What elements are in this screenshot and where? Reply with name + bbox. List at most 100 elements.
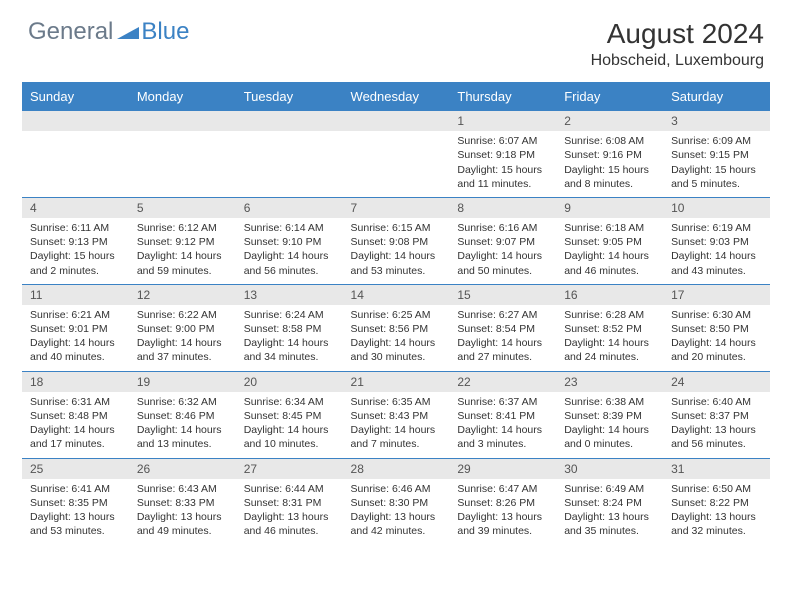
day-data-cell: Sunrise: 6:21 AMSunset: 9:01 PMDaylight:…: [22, 305, 129, 371]
weekday-header: Friday: [556, 83, 663, 111]
daylight-line: Daylight: 14 hours and 10 minutes.: [244, 423, 335, 451]
sunrise-line: Sunrise: 6:44 AM: [244, 482, 335, 496]
day-number-cell: 23: [556, 371, 663, 392]
day-data-cell: Sunrise: 6:25 AMSunset: 8:56 PMDaylight:…: [343, 305, 450, 371]
sunset-line: Sunset: 8:26 PM: [457, 496, 548, 510]
sunset-line: Sunset: 9:08 PM: [351, 235, 442, 249]
logo: General Blue: [28, 18, 189, 46]
logo-triangle-icon: [117, 23, 139, 44]
sunrise-line: Sunrise: 6:46 AM: [351, 482, 442, 496]
day-number-cell: 24: [663, 371, 770, 392]
sunrise-line: Sunrise: 6:34 AM: [244, 395, 335, 409]
day-number-cell: [343, 111, 450, 132]
daylight-line: Daylight: 14 hours and 43 minutes.: [671, 249, 762, 277]
daylight-line: Daylight: 14 hours and 59 minutes.: [137, 249, 228, 277]
sunset-line: Sunset: 9:12 PM: [137, 235, 228, 249]
day-number-row: 11121314151617: [22, 284, 770, 305]
sunrise-line: Sunrise: 6:40 AM: [671, 395, 762, 409]
sunrise-line: Sunrise: 6:09 AM: [671, 134, 762, 148]
sunset-line: Sunset: 8:41 PM: [457, 409, 548, 423]
day-data-cell: Sunrise: 6:07 AMSunset: 9:18 PMDaylight:…: [449, 131, 556, 197]
day-number-cell: 22: [449, 371, 556, 392]
sunset-line: Sunset: 9:01 PM: [30, 322, 121, 336]
day-data-cell: Sunrise: 6:46 AMSunset: 8:30 PMDaylight:…: [343, 479, 450, 545]
daylight-line: Daylight: 13 hours and 32 minutes.: [671, 510, 762, 538]
day-data-cell: Sunrise: 6:47 AMSunset: 8:26 PMDaylight:…: [449, 479, 556, 545]
sunset-line: Sunset: 8:52 PM: [564, 322, 655, 336]
day-data-cell: Sunrise: 6:08 AMSunset: 9:16 PMDaylight:…: [556, 131, 663, 197]
weekday-header: Saturday: [663, 83, 770, 111]
sunrise-line: Sunrise: 6:27 AM: [457, 308, 548, 322]
day-data-cell: Sunrise: 6:30 AMSunset: 8:50 PMDaylight:…: [663, 305, 770, 371]
weekday-header: Sunday: [22, 83, 129, 111]
daylight-line: Daylight: 14 hours and 56 minutes.: [244, 249, 335, 277]
day-number-cell: 20: [236, 371, 343, 392]
day-number-cell: 11: [22, 284, 129, 305]
day-data-cell: Sunrise: 6:11 AMSunset: 9:13 PMDaylight:…: [22, 218, 129, 284]
day-data-cell: Sunrise: 6:28 AMSunset: 8:52 PMDaylight:…: [556, 305, 663, 371]
day-number-row: 18192021222324: [22, 371, 770, 392]
day-number-cell: 8: [449, 197, 556, 218]
day-number-cell: 12: [129, 284, 236, 305]
weekday-header-row: Sunday Monday Tuesday Wednesday Thursday…: [22, 83, 770, 111]
weekday-header: Thursday: [449, 83, 556, 111]
day-number-row: 123: [22, 111, 770, 132]
daylight-line: Daylight: 13 hours and 42 minutes.: [351, 510, 442, 538]
day-data-cell: Sunrise: 6:49 AMSunset: 8:24 PMDaylight:…: [556, 479, 663, 545]
day-data-cell: [343, 131, 450, 197]
day-number-cell: 29: [449, 458, 556, 479]
header: General Blue August 2024 Hobscheid, Luxe…: [0, 0, 792, 76]
day-data-cell: Sunrise: 6:43 AMSunset: 8:33 PMDaylight:…: [129, 479, 236, 545]
daylight-line: Daylight: 14 hours and 40 minutes.: [30, 336, 121, 364]
day-number-cell: [129, 111, 236, 132]
sunrise-line: Sunrise: 6:12 AM: [137, 221, 228, 235]
day-data-cell: Sunrise: 6:38 AMSunset: 8:39 PMDaylight:…: [556, 392, 663, 458]
day-number-cell: 9: [556, 197, 663, 218]
daylight-line: Daylight: 13 hours and 39 minutes.: [457, 510, 548, 538]
daylight-line: Daylight: 14 hours and 24 minutes.: [564, 336, 655, 364]
sunrise-line: Sunrise: 6:18 AM: [564, 221, 655, 235]
daylight-line: Daylight: 15 hours and 11 minutes.: [457, 163, 548, 191]
sunset-line: Sunset: 8:37 PM: [671, 409, 762, 423]
day-number-cell: [236, 111, 343, 132]
sunset-line: Sunset: 8:30 PM: [351, 496, 442, 510]
sunset-line: Sunset: 9:10 PM: [244, 235, 335, 249]
day-data-cell: Sunrise: 6:09 AMSunset: 9:15 PMDaylight:…: [663, 131, 770, 197]
sunset-line: Sunset: 9:18 PM: [457, 148, 548, 162]
day-data-cell: Sunrise: 6:35 AMSunset: 8:43 PMDaylight:…: [343, 392, 450, 458]
day-data-cell: Sunrise: 6:40 AMSunset: 8:37 PMDaylight:…: [663, 392, 770, 458]
daylight-line: Daylight: 13 hours and 56 minutes.: [671, 423, 762, 451]
day-number-cell: [22, 111, 129, 132]
sunrise-line: Sunrise: 6:22 AM: [137, 308, 228, 322]
daylight-line: Daylight: 14 hours and 53 minutes.: [351, 249, 442, 277]
sunrise-line: Sunrise: 6:15 AM: [351, 221, 442, 235]
day-number-cell: 26: [129, 458, 236, 479]
day-data-cell: Sunrise: 6:34 AMSunset: 8:45 PMDaylight:…: [236, 392, 343, 458]
sunrise-line: Sunrise: 6:43 AM: [137, 482, 228, 496]
sunset-line: Sunset: 8:54 PM: [457, 322, 548, 336]
daylight-line: Daylight: 14 hours and 17 minutes.: [30, 423, 121, 451]
day-data-row: Sunrise: 6:31 AMSunset: 8:48 PMDaylight:…: [22, 392, 770, 458]
day-data-cell: Sunrise: 6:27 AMSunset: 8:54 PMDaylight:…: [449, 305, 556, 371]
day-number-cell: 18: [22, 371, 129, 392]
day-data-cell: Sunrise: 6:41 AMSunset: 8:35 PMDaylight:…: [22, 479, 129, 545]
sunset-line: Sunset: 9:05 PM: [564, 235, 655, 249]
daylight-line: Daylight: 14 hours and 46 minutes.: [564, 249, 655, 277]
sunrise-line: Sunrise: 6:19 AM: [671, 221, 762, 235]
weekday-header: Wednesday: [343, 83, 450, 111]
calendar-table: Sunday Monday Tuesday Wednesday Thursday…: [22, 82, 770, 545]
day-number-cell: 19: [129, 371, 236, 392]
day-data-cell: Sunrise: 6:31 AMSunset: 8:48 PMDaylight:…: [22, 392, 129, 458]
day-number-cell: 31: [663, 458, 770, 479]
weekday-header: Monday: [129, 83, 236, 111]
sunrise-line: Sunrise: 6:08 AM: [564, 134, 655, 148]
sunset-line: Sunset: 9:00 PM: [137, 322, 228, 336]
sunset-line: Sunset: 8:22 PM: [671, 496, 762, 510]
day-data-cell: Sunrise: 6:18 AMSunset: 9:05 PMDaylight:…: [556, 218, 663, 284]
day-number-cell: 14: [343, 284, 450, 305]
day-number-cell: 6: [236, 197, 343, 218]
sunrise-line: Sunrise: 6:37 AM: [457, 395, 548, 409]
title-block: August 2024 Hobscheid, Luxembourg: [591, 18, 764, 70]
sunrise-line: Sunrise: 6:49 AM: [564, 482, 655, 496]
logo-text-blue: Blue: [141, 18, 189, 46]
